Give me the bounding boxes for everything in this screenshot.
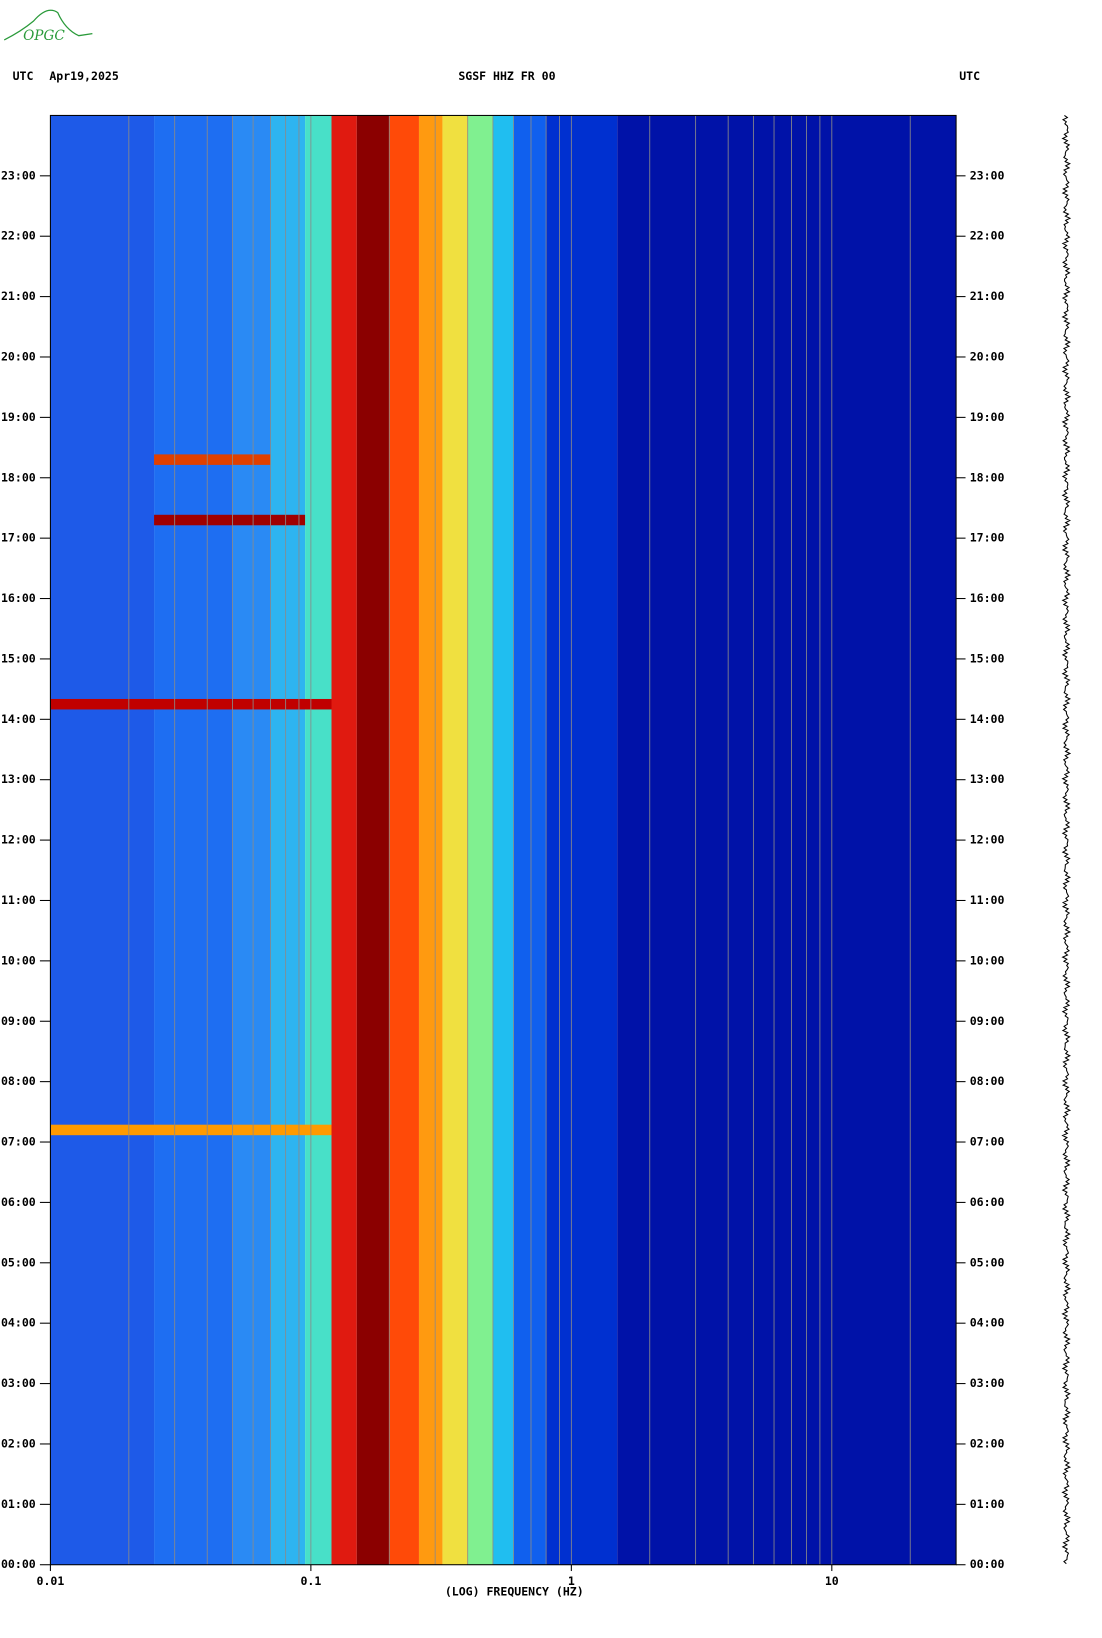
y-tick-label: 09:00: [1, 1014, 36, 1028]
y-tick-label: 14:00: [1, 712, 36, 726]
y-tick-label-right: 03:00: [970, 1376, 1005, 1390]
event-streak: [154, 514, 306, 526]
y-tick-label: 19:00: [1, 410, 36, 424]
x-axis-label: (LOG) FREQUENCY (HZ): [445, 1585, 584, 1599]
y-tick-label-right: 04:00: [970, 1316, 1005, 1330]
y-tick-label-right: 01:00: [970, 1497, 1005, 1511]
y-tick-label-right: 21:00: [970, 289, 1005, 303]
y-tick-label-right: 05:00: [970, 1255, 1005, 1269]
y-tick-label: 12:00: [1, 833, 36, 847]
y-tick-label: 08:00: [1, 1074, 36, 1088]
date: Apr19,2025: [49, 69, 118, 83]
y-tick-label: 23:00: [1, 168, 36, 182]
y-tick-label: 15:00: [1, 651, 36, 665]
y-tick-label-right: 09:00: [970, 1014, 1005, 1028]
spectral-band: [232, 115, 271, 1565]
y-tick-label-right: 08:00: [970, 1074, 1005, 1088]
spectral-band: [389, 115, 419, 1565]
y-tick-label-right: 16:00: [970, 591, 1005, 605]
y-tick-label-right: 19:00: [970, 410, 1005, 424]
y-tick-label-right: 11:00: [970, 893, 1005, 907]
spectral-band: [617, 115, 957, 1565]
y-tick-label: 21:00: [1, 289, 36, 303]
x-tick-label: 10: [825, 1574, 839, 1588]
y-tick-label: 02:00: [1, 1436, 36, 1450]
y-tick-label: 04:00: [1, 1316, 36, 1330]
y-tick-label: 22:00: [1, 229, 36, 243]
spectral-band: [492, 115, 514, 1565]
y-tick-label: 20:00: [1, 349, 36, 363]
y-tick-label: 00:00: [1, 1557, 36, 1571]
y-tick-label: 13:00: [1, 772, 36, 786]
y-tick-label: 06:00: [1, 1195, 36, 1209]
y-tick-label: 10:00: [1, 953, 36, 967]
event-streak: [154, 454, 271, 465]
event-streak: [50, 1124, 332, 1136]
y-tick-label-right: 02:00: [970, 1436, 1005, 1450]
logo: OPGC: [23, 28, 65, 44]
y-tick-label: 18:00: [1, 470, 36, 484]
spectral-band: [270, 115, 306, 1565]
y-tick-label: 01:00: [1, 1497, 36, 1511]
y-tick-label-right: 12:00: [970, 833, 1005, 847]
y-tick-label-right: 00:00: [970, 1557, 1005, 1571]
x-tick-label: 1: [568, 1574, 575, 1588]
y-tick-label-right: 23:00: [970, 168, 1005, 182]
y-tick-label: 17:00: [1, 531, 36, 545]
y-tick-label-right: 15:00: [970, 651, 1005, 665]
y-tick-label: 07:00: [1, 1135, 36, 1149]
spectral-band: [356, 115, 390, 1565]
y-tick-label: 03:00: [1, 1376, 36, 1390]
y-tick-label-right: 10:00: [970, 953, 1005, 967]
y-tick-label-right: 06:00: [970, 1195, 1005, 1209]
y-tick-label-right: 07:00: [970, 1135, 1005, 1149]
right-timezone: UTC: [959, 69, 980, 83]
y-tick-label-right: 13:00: [970, 772, 1005, 786]
seismogram-trace: [1061, 115, 1072, 1565]
y-tick-label-right: 14:00: [970, 712, 1005, 726]
spectral-band: [442, 115, 468, 1565]
spectral-band: [50, 115, 155, 1565]
spectral-band: [467, 115, 493, 1565]
logo-curve: [3, 9, 93, 41]
left-timezone: UTC: [13, 69, 34, 83]
y-tick-label: 11:00: [1, 893, 36, 907]
y-tick-label-right: 18:00: [970, 470, 1005, 484]
spectral-band: [305, 115, 332, 1565]
y-tick-label-right: 22:00: [970, 229, 1005, 243]
spectral-band: [331, 115, 357, 1565]
y-tick-label: 05:00: [1, 1255, 36, 1269]
y-tick-label-right: 20:00: [970, 349, 1005, 363]
spectral-band: [513, 115, 547, 1565]
spectral-band: [546, 115, 618, 1565]
y-tick-label: 16:00: [1, 591, 36, 605]
station: SGSF HHZ FR 00: [458, 69, 555, 83]
spectral-band: [154, 115, 233, 1565]
event-streak: [50, 698, 332, 710]
y-tick-label-right: 17:00: [970, 531, 1005, 545]
x-tick-label: 0.1: [300, 1574, 321, 1588]
x-tick-label: 0.01: [37, 1574, 65, 1588]
spectral-band: [418, 115, 443, 1565]
